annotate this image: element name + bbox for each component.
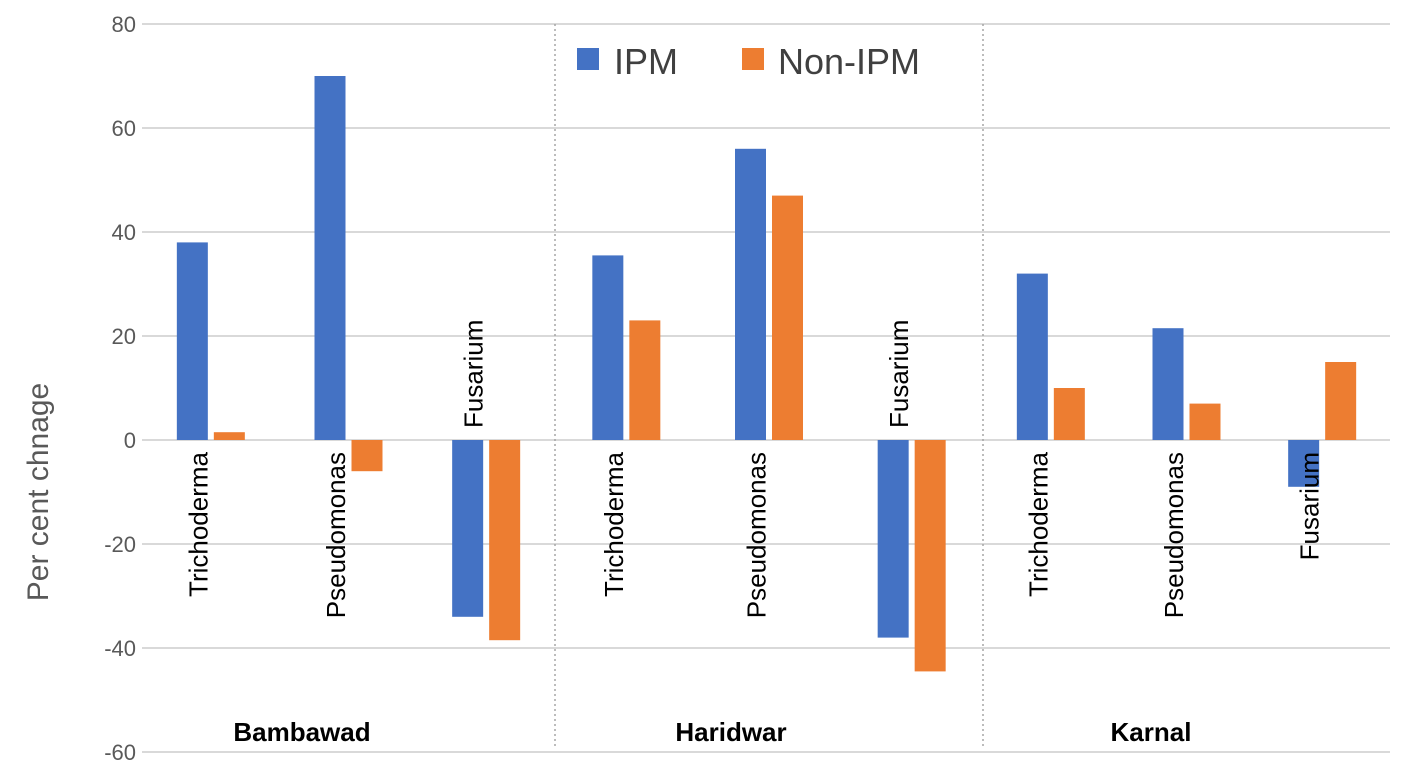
bar-ipm bbox=[314, 76, 346, 440]
category-labels: Trichoderma Pseudomonas Fusarium Trichoderm… bbox=[183, 320, 1324, 619]
category-label: Fusarium bbox=[459, 320, 489, 428]
bar-ipm bbox=[877, 440, 909, 638]
y-tick-label: 40 bbox=[112, 220, 136, 245]
bar-ipm bbox=[1288, 440, 1320, 487]
y-tick-label: 20 bbox=[112, 324, 136, 349]
category-label: Pseudomonas bbox=[742, 452, 772, 618]
bar-non-ipm bbox=[1053, 388, 1085, 440]
bars bbox=[176, 76, 1357, 672]
category-label: Fusarium bbox=[1295, 452, 1325, 560]
category-label: Pseudomonas bbox=[1159, 452, 1189, 618]
y-tick-label: 60 bbox=[112, 116, 136, 141]
category-label: Trichoderma bbox=[1023, 451, 1053, 597]
legend-label-ipm: IPM bbox=[614, 41, 678, 82]
y-tick-label: -40 bbox=[104, 636, 136, 661]
category-label: Fusarium bbox=[884, 320, 914, 428]
y-axis-ticks: 80 60 40 20 0 -20 -40 -60 bbox=[104, 12, 136, 765]
bar-non-ipm bbox=[1325, 362, 1357, 440]
bar-ipm bbox=[735, 148, 766, 441]
bar-ipm bbox=[176, 242, 208, 440]
y-tick-label: 80 bbox=[112, 12, 136, 37]
bar-non-ipm bbox=[1189, 403, 1221, 440]
bar-ipm bbox=[1016, 273, 1048, 440]
bar-ipm bbox=[592, 255, 624, 440]
bar-non-ipm bbox=[351, 440, 383, 472]
bar-non-ipm bbox=[629, 320, 661, 440]
category-label: Trichoderma bbox=[183, 451, 213, 597]
group-label: Haridwar bbox=[675, 717, 786, 747]
legend-swatch-ipm bbox=[577, 48, 599, 70]
bar-non-ipm bbox=[213, 432, 245, 440]
y-tick-label: -20 bbox=[104, 532, 136, 557]
legend-swatch-non-ipm bbox=[742, 48, 764, 70]
bar-ipm bbox=[1152, 328, 1184, 440]
y-axis-title: Per cent chnage bbox=[22, 383, 55, 601]
legend-label-non-ipm: Non-IPM bbox=[778, 41, 920, 82]
bar-ipm bbox=[452, 440, 484, 617]
category-label: Pseudomonas bbox=[321, 452, 351, 618]
bar-non-ipm bbox=[489, 440, 521, 641]
bar-non-ipm bbox=[914, 440, 946, 672]
y-tick-label: -60 bbox=[104, 740, 136, 765]
legend: IPM Non-IPM bbox=[577, 41, 920, 82]
category-label: Trichoderma bbox=[599, 451, 629, 597]
group-separators bbox=[554, 24, 984, 748]
group-labels: Bambawad Haridwar Karnal bbox=[233, 717, 1191, 747]
group-label: Karnal bbox=[1111, 717, 1192, 747]
y-tick-label: 0 bbox=[124, 428, 136, 453]
group-label: Bambawad bbox=[233, 717, 370, 747]
bar-non-ipm bbox=[772, 195, 803, 440]
